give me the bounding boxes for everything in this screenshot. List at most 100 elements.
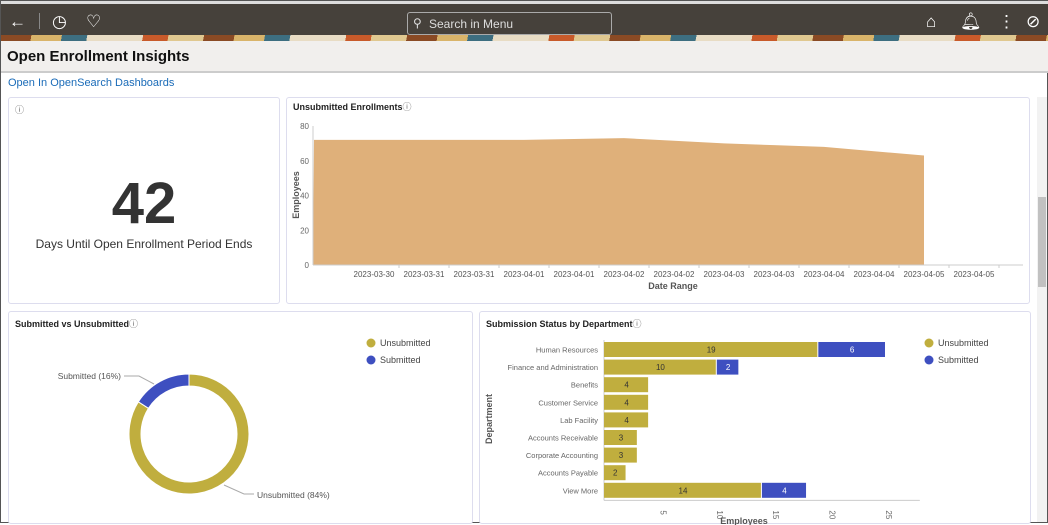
bar-value-label: 10 xyxy=(656,363,665,372)
info-icon[interactable]: ⓘ xyxy=(15,105,25,115)
donut-slice-submitted xyxy=(137,373,190,409)
bar-unsubmitted xyxy=(604,342,818,357)
kebab-icon[interactable]: ⋮ xyxy=(998,12,1015,31)
legend-swatch xyxy=(366,338,376,348)
y-tick-label: 20 xyxy=(300,226,309,235)
y-tick-label: 40 xyxy=(300,192,309,201)
legend-label: Unsubmitted xyxy=(380,338,431,348)
x-axis-title: Employees xyxy=(720,516,768,525)
clock-icon[interactable]: ◷ xyxy=(52,12,67,31)
bar-value-label: 4 xyxy=(624,398,629,407)
area-series xyxy=(313,138,924,265)
donut-slice-unsubmitted xyxy=(128,373,250,495)
category-label: Finance and Administration xyxy=(508,363,598,372)
bar-value-label: 14 xyxy=(679,486,688,495)
bar-unsubmitted xyxy=(604,447,637,463)
y-axis-title: Department xyxy=(484,394,494,444)
category-label: Customer Service xyxy=(538,398,598,407)
search-icon: ⚲ xyxy=(413,16,422,30)
bar-value-label: 2 xyxy=(613,469,618,478)
arrow-left-icon[interactable]: ← xyxy=(9,12,26,31)
x-tick-label: 15 xyxy=(771,510,780,519)
x-tick-label: 2023-04-04 xyxy=(804,270,845,279)
y-tick-label: 0 xyxy=(305,261,310,270)
legend-label: Submitted xyxy=(938,355,979,365)
slice-label: Submitted (16%) xyxy=(58,371,121,381)
chart-title: Submitted vs Unsubmitted xyxy=(15,319,130,329)
legend-label: Unsubmitted xyxy=(938,338,989,348)
bar-value-label: 3 xyxy=(619,434,624,443)
category-label: Corporate Accounting xyxy=(526,451,598,460)
bar-unsubmitted xyxy=(604,394,649,410)
search-input[interactable]: ⚲ Search in Menu xyxy=(407,12,612,35)
bar-value-label: 4 xyxy=(624,416,629,425)
kpi-panel: ⓘ 42 Days Until Open Enrollment Period E… xyxy=(8,97,280,304)
top-bar: ← ◷ ♡ ⚲ Search in Menu ⌂ 🔔︎ ⋮ ⊘ xyxy=(1,1,1048,35)
leader-line xyxy=(223,484,254,495)
bar-chart: Human Resources 19 6 Finance and Administra… xyxy=(484,338,989,525)
info-icon[interactable]: ⓘ xyxy=(632,319,642,329)
x-tick-label: 2023-03-31 xyxy=(404,270,445,279)
category-label: Lab Facility xyxy=(560,416,598,425)
chart-title: Unsubmitted Enrollments xyxy=(293,102,403,112)
donut-chart: Unsubmitted (84%) Submitted (16%) Unsubmit… xyxy=(58,338,431,500)
bar-unsubmitted xyxy=(604,430,637,445)
bar-value-label: 19 xyxy=(707,346,716,355)
x-tick-label: 2023-03-31 xyxy=(454,270,495,279)
compass-icon[interactable]: ⊘ xyxy=(1026,12,1041,31)
x-tick-label: 2023-04-03 xyxy=(754,270,795,279)
bar-value-label: 6 xyxy=(850,346,855,355)
x-tick-label: 2023-04-04 xyxy=(854,270,895,279)
legend-label: Submitted xyxy=(380,355,421,365)
x-tick-label: 25 xyxy=(884,510,893,519)
area-chart: 0 20 40 60 80 2023-03-30 2023-03-31 2023-03-31 2… xyxy=(291,122,1023,291)
bar-unsubmitted xyxy=(604,359,716,375)
home-icon[interactable]: ⌂ xyxy=(926,12,937,31)
page-title: Open Enrollment Insights xyxy=(7,48,190,65)
legend-swatch xyxy=(366,355,376,365)
x-tick-label: 5 xyxy=(658,510,667,515)
x-tick-label: 2023-04-02 xyxy=(604,270,645,279)
bar-unsubmitted xyxy=(604,412,649,428)
category-label: View More xyxy=(563,486,598,495)
heart-icon[interactable]: ♡ xyxy=(86,12,102,31)
x-tick-label: 2023-03-30 xyxy=(354,270,395,279)
info-icon[interactable]: ⓘ xyxy=(402,102,412,112)
divider xyxy=(39,13,40,29)
donut-panel: Submitted vs Unsubmittedⓘ Unsubmitted (8… xyxy=(8,311,473,524)
bar-submitted xyxy=(818,342,885,357)
title-bar: Open Enrollment Insights xyxy=(1,41,1048,73)
category-label: Benefits xyxy=(571,381,598,390)
kpi-value: 42 xyxy=(111,171,177,236)
bar-value-label: 3 xyxy=(619,451,624,460)
scrollbar-thumb[interactable] xyxy=(1038,197,1046,287)
bar-submitted xyxy=(761,482,807,498)
category-label: Human Resources xyxy=(536,346,598,355)
x-tick-label: 10 xyxy=(715,510,724,519)
category-label: Accounts Payable xyxy=(538,469,598,478)
x-tick-label: 2023-04-05 xyxy=(904,270,945,279)
x-tick-label: 2023-04-01 xyxy=(554,270,595,279)
x-tick-label: 2023-04-01 xyxy=(504,270,545,279)
y-axis-title: Employees xyxy=(291,171,301,219)
open-dashboards-link[interactable]: Open In OpenSearch Dashboards xyxy=(8,77,175,89)
legend-swatch xyxy=(924,338,934,348)
x-tick-label: 2023-04-03 xyxy=(704,270,745,279)
bar-unsubmitted xyxy=(604,377,649,393)
info-icon[interactable]: ⓘ xyxy=(129,319,139,329)
x-axis-title: Date Range xyxy=(648,281,698,291)
y-tick-label: 60 xyxy=(300,157,309,166)
bar-unsubmitted xyxy=(604,482,761,498)
bar-value-label: 2 xyxy=(726,363,731,372)
bar-panel: Submission Status by Departmentⓘ Human R… xyxy=(479,311,1031,525)
search-placeholder: Search in Menu xyxy=(429,17,514,31)
banner xyxy=(1,35,1048,41)
kpi-caption: Days Until Open Enrollment Period Ends xyxy=(35,237,253,251)
scrollbar[interactable] xyxy=(1037,97,1047,522)
legend-swatch xyxy=(924,355,934,365)
x-tick-label: 2023-04-02 xyxy=(654,270,695,279)
x-tick-label: 2023-04-05 xyxy=(954,270,995,279)
bell-icon[interactable]: 🔔︎ xyxy=(960,12,982,31)
bar-unsubmitted xyxy=(604,465,626,481)
bar-submitted xyxy=(716,359,739,375)
